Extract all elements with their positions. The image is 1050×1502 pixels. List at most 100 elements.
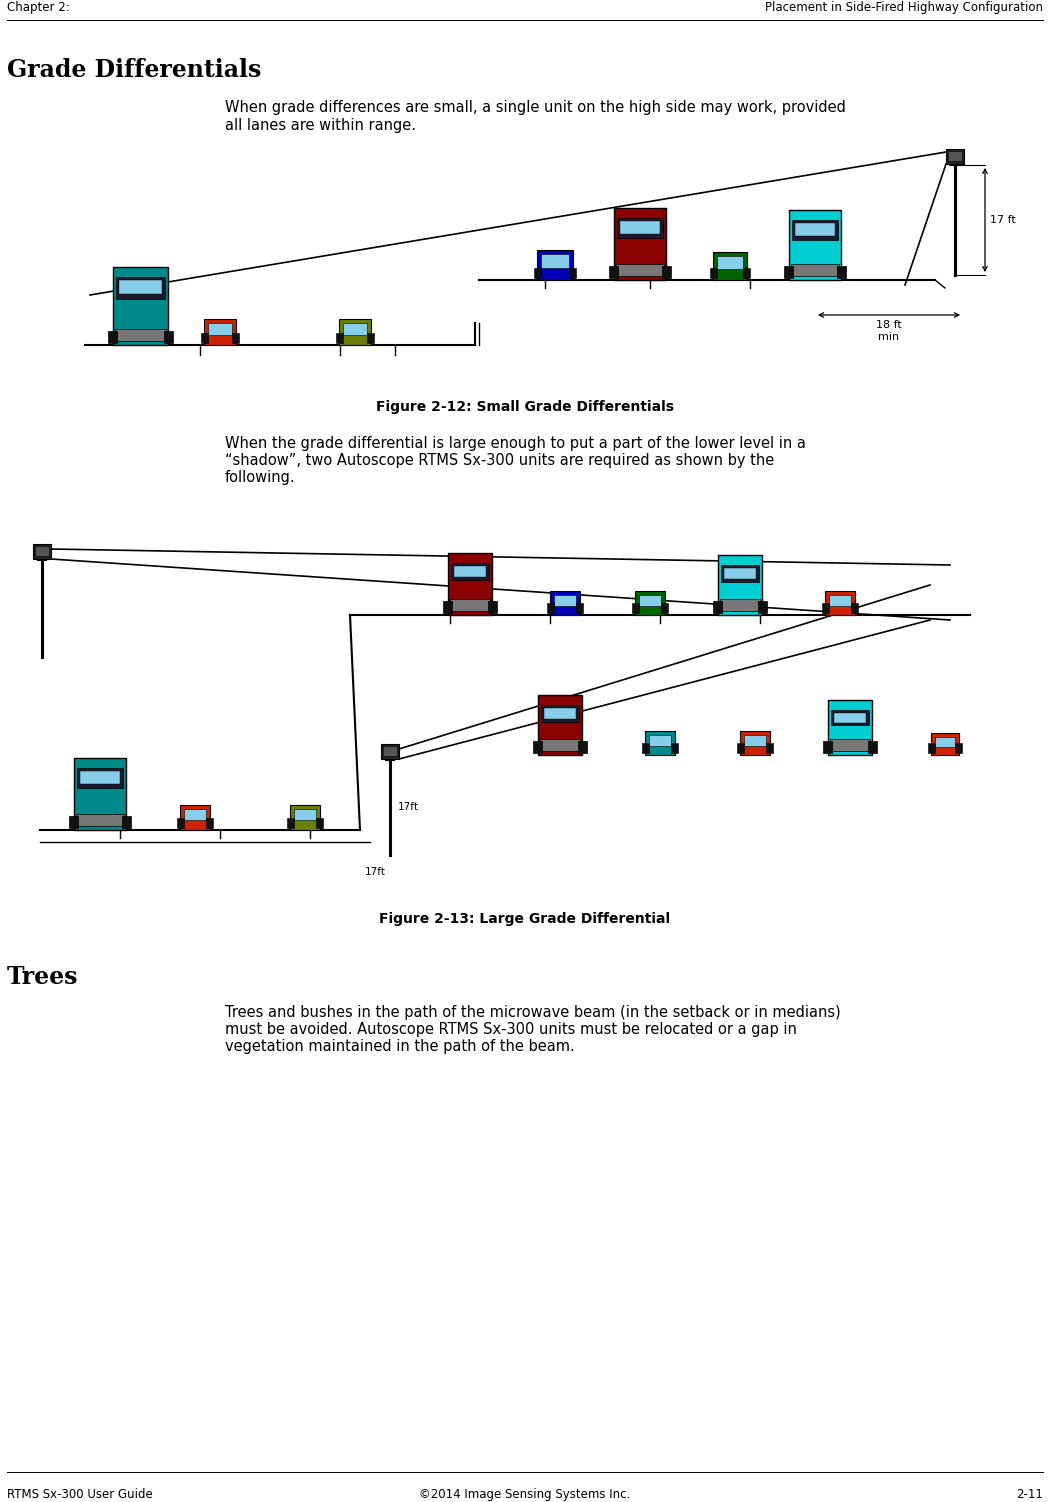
Bar <box>789 210 841 279</box>
Bar <box>614 207 666 279</box>
Bar <box>114 329 166 341</box>
Bar <box>617 218 663 239</box>
Bar <box>448 553 492 614</box>
Bar <box>33 544 51 559</box>
Bar <box>119 279 162 294</box>
Bar <box>662 602 668 613</box>
Bar <box>554 595 576 605</box>
Text: Trees and bushes in the path of the microwave beam (in the setback or in medians: Trees and bushes in the path of the micr… <box>225 1005 841 1020</box>
Bar <box>645 731 675 756</box>
Bar <box>343 323 368 335</box>
Text: all lanes are within range.: all lanes are within range. <box>225 119 416 134</box>
Bar <box>724 568 756 578</box>
Bar <box>740 731 770 756</box>
Bar <box>720 599 760 611</box>
Text: 17ft: 17ft <box>364 867 385 877</box>
Text: 17ft: 17ft <box>398 802 419 813</box>
Bar <box>718 556 762 614</box>
Text: Grade Differentials: Grade Differentials <box>7 59 261 83</box>
Bar <box>868 740 877 753</box>
Bar <box>616 264 664 276</box>
Bar <box>837 266 846 278</box>
Bar <box>823 740 832 753</box>
Bar <box>534 267 541 278</box>
Text: 18 ft: 18 ft <box>876 320 902 330</box>
Bar <box>828 700 872 756</box>
Bar <box>533 740 542 753</box>
Bar <box>77 768 123 789</box>
Bar <box>713 252 747 279</box>
Bar <box>717 255 743 269</box>
Text: vegetation maintained in the path of the beam.: vegetation maintained in the path of the… <box>225 1039 574 1054</box>
Bar <box>381 743 399 759</box>
Bar <box>632 602 639 613</box>
Bar <box>69 816 78 828</box>
Text: min: min <box>879 332 900 342</box>
Bar <box>948 152 962 161</box>
Bar <box>177 819 184 828</box>
Bar <box>639 595 662 605</box>
Bar <box>830 739 870 751</box>
Bar <box>578 740 587 753</box>
Bar <box>294 810 316 820</box>
Text: “shadow”, two Autoscope RTMS Sx-300 units are required as shown by the: “shadow”, two Autoscope RTMS Sx-300 unit… <box>225 454 774 469</box>
Bar <box>206 819 213 828</box>
Bar <box>792 219 838 240</box>
Bar <box>116 276 165 299</box>
Bar <box>721 565 759 581</box>
Bar <box>107 330 117 342</box>
Text: 17 ft: 17 ft <box>990 215 1015 225</box>
Bar <box>784 266 793 278</box>
Bar <box>620 221 660 234</box>
Bar <box>928 743 934 753</box>
Bar <box>538 695 582 756</box>
Text: ©2014 Image Sensing Systems Inc.: ©2014 Image Sensing Systems Inc. <box>419 1488 631 1500</box>
Bar <box>287 819 294 828</box>
Text: Chapter 2:: Chapter 2: <box>7 2 69 14</box>
Bar <box>208 323 232 335</box>
Bar <box>336 333 343 342</box>
Bar <box>232 333 239 342</box>
Bar <box>537 249 573 279</box>
Bar <box>662 266 671 278</box>
Bar <box>635 590 665 614</box>
Text: Placement in Side-Fired Highway Configuration: Placement in Side-Fired Highway Configur… <box>765 2 1043 14</box>
Bar <box>550 590 580 614</box>
Bar <box>316 819 323 828</box>
Bar <box>834 713 866 722</box>
Bar <box>112 267 168 345</box>
Bar <box>830 595 850 605</box>
Bar <box>934 737 956 746</box>
Bar <box>956 743 962 753</box>
Bar <box>339 318 371 345</box>
Bar <box>180 805 210 831</box>
Text: Figure 2-13: Large Grade Differential: Figure 2-13: Large Grade Differential <box>379 912 671 927</box>
Bar <box>642 743 649 753</box>
Bar <box>791 264 839 276</box>
Text: 2-11: 2-11 <box>1016 1488 1043 1500</box>
Bar <box>74 759 126 831</box>
Bar <box>454 566 486 577</box>
Bar <box>443 601 452 613</box>
Bar <box>204 318 236 345</box>
Text: Figure 2-12: Small Grade Differentials: Figure 2-12: Small Grade Differentials <box>376 400 674 415</box>
Bar <box>541 254 569 267</box>
Bar <box>122 816 131 828</box>
Bar <box>452 563 489 580</box>
Bar <box>450 599 490 611</box>
Bar <box>758 601 766 613</box>
Bar <box>80 771 120 784</box>
Bar <box>544 707 576 719</box>
Text: following.: following. <box>225 470 296 485</box>
Bar <box>831 710 869 725</box>
Bar <box>201 333 208 342</box>
Bar <box>710 267 717 278</box>
Bar <box>822 602 830 613</box>
Text: When the grade differential is large enough to put a part of the lower level in : When the grade differential is large eno… <box>225 436 806 451</box>
Text: When grade differences are small, a single unit on the high side may work, provi: When grade differences are small, a sing… <box>225 101 846 116</box>
Bar <box>368 333 374 342</box>
Bar <box>795 222 835 236</box>
Bar <box>744 734 766 746</box>
Bar <box>541 704 579 722</box>
Bar <box>766 743 773 753</box>
